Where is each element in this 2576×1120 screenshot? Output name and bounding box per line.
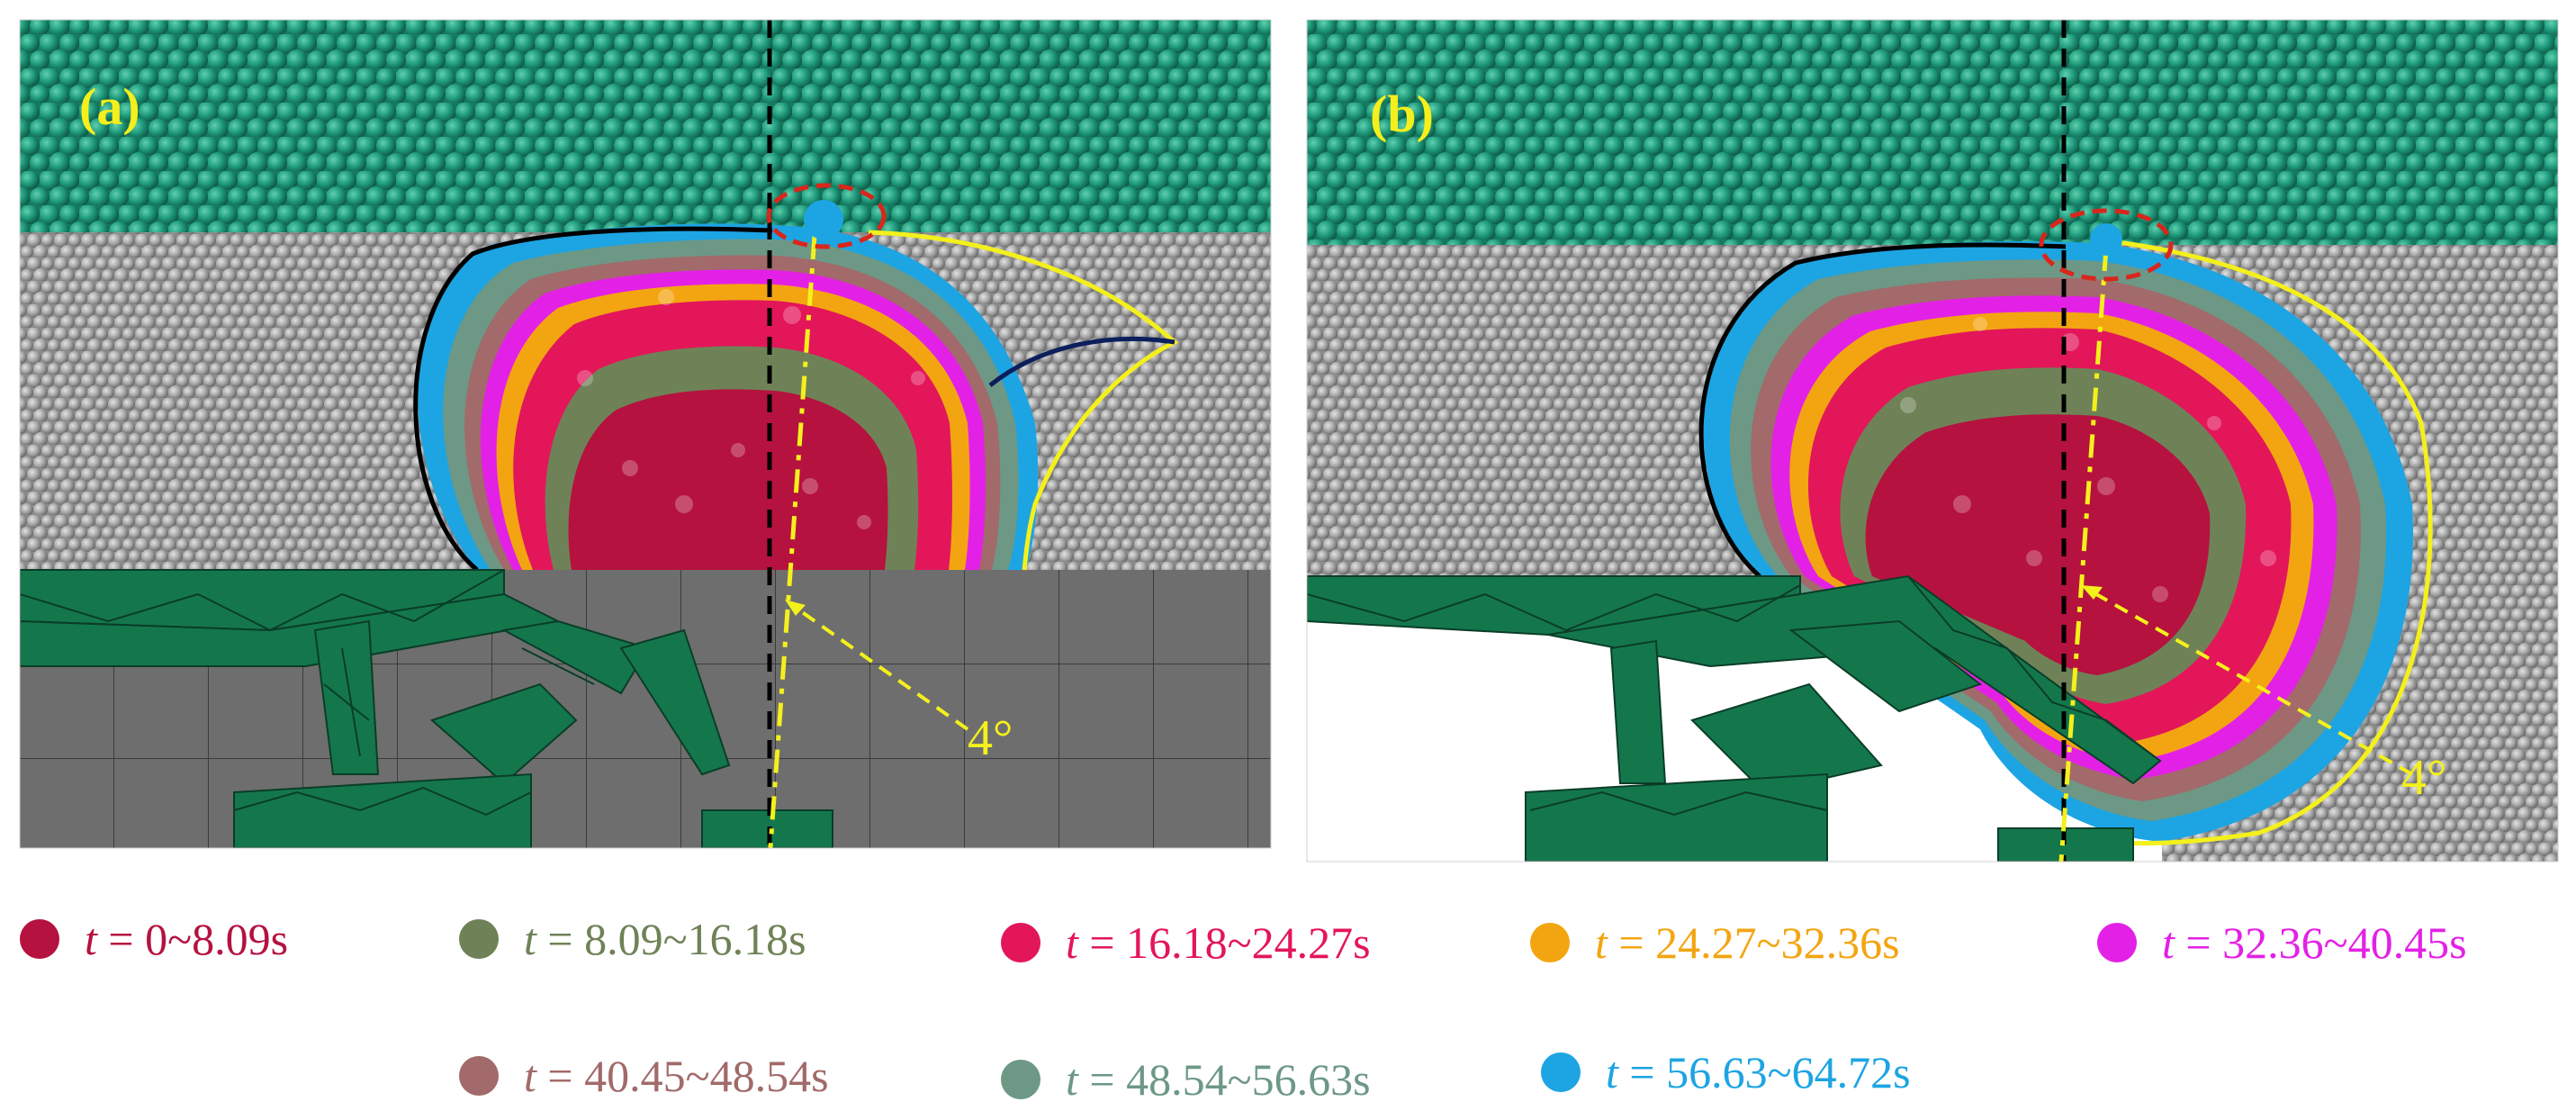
legend-label-7: t = 56.63~64.72s bbox=[1606, 1050, 1911, 1095]
initial-boundary-black-a bbox=[413, 226, 773, 572]
legend-var-3: t bbox=[1595, 917, 1608, 968]
legend-range-6: = 48.54~56.63s bbox=[1077, 1054, 1371, 1105]
legend-var-6: t bbox=[1066, 1054, 1078, 1105]
angle-arrowhead-a bbox=[785, 600, 806, 616]
legend-item-6: t = 48.54~56.63s bbox=[1001, 1048, 1371, 1111]
legend-var-1: t bbox=[524, 914, 536, 964]
legend-var-0: t bbox=[85, 914, 97, 964]
axis-line-b bbox=[2058, 247, 2109, 862]
boundary-connector-a bbox=[988, 337, 1175, 387]
legend-dot-3 bbox=[1530, 923, 1570, 962]
legend-dot-7 bbox=[1541, 1052, 1581, 1092]
panel-a: 4° (a) bbox=[20, 20, 1271, 848]
legend-range-0: = 0~8.09s bbox=[96, 914, 289, 964]
angle-arrowhead-b bbox=[2081, 585, 2103, 600]
legend-label-1: t = 8.09~16.18s bbox=[524, 917, 806, 962]
legend-range-1: = 8.09~16.18s bbox=[536, 914, 806, 964]
panel-label-b: (b) bbox=[1370, 85, 1434, 143]
angle-leader-a bbox=[790, 603, 969, 731]
legend-dot-1 bbox=[459, 919, 499, 959]
legend-dot-2 bbox=[1001, 923, 1040, 962]
legend-dot-4 bbox=[2097, 923, 2137, 962]
panel-a-frame bbox=[19, 19, 1272, 849]
legend-dot-0 bbox=[20, 919, 59, 959]
legend-label-5: t = 40.45~48.54s bbox=[524, 1053, 829, 1098]
angle-label-b: 4° bbox=[2401, 750, 2446, 806]
support-mesh-b bbox=[1307, 575, 2161, 817]
legend-item-2: t = 16.18~24.27s bbox=[1001, 911, 1371, 974]
legend-var-5: t bbox=[524, 1051, 536, 1101]
marker-ellipse-a bbox=[766, 183, 887, 249]
support-structure-b bbox=[1307, 574, 2162, 862]
legend-item-1: t = 8.09~16.18s bbox=[459, 908, 806, 971]
legend-item-7: t = 56.63~64.72s bbox=[1541, 1041, 1911, 1104]
legend-dot-6 bbox=[1001, 1060, 1040, 1099]
marker-ellipse-b bbox=[2039, 208, 2174, 282]
panel-label-a: (a) bbox=[79, 77, 140, 136]
overburden-layer bbox=[1307, 20, 2558, 249]
initial-boundary-black-b bbox=[1698, 242, 2067, 578]
final-boundary-yellow-b bbox=[2105, 239, 2433, 846]
legend-range-2: = 16.18~24.27s bbox=[1077, 917, 1371, 968]
angle-label-a: 4° bbox=[968, 710, 1013, 766]
legend-var-7: t bbox=[1606, 1047, 1618, 1097]
legend-item-4: t = 32.36~40.45s bbox=[2097, 911, 2467, 974]
panel-b: 4° (b) bbox=[1307, 20, 2558, 862]
legend-label-4: t = 32.36~40.45s bbox=[2162, 920, 2467, 965]
legend-label-2: t = 16.18~24.27s bbox=[1066, 920, 1371, 965]
legend-range-7: = 56.63~64.72s bbox=[1617, 1047, 1911, 1097]
particle-texture-a bbox=[577, 289, 925, 529]
axis-line-a bbox=[768, 235, 817, 848]
panel-b-frame bbox=[1306, 19, 2559, 863]
top-particles-b bbox=[2090, 223, 2122, 256]
draw-zone-a bbox=[418, 223, 1039, 570]
legend-dot-5 bbox=[459, 1056, 499, 1096]
legend-item-5: t = 40.45~48.54s bbox=[459, 1044, 829, 1107]
draw-zone-b bbox=[1703, 241, 2414, 842]
legend-range-3: = 24.27~32.36s bbox=[1607, 917, 1900, 968]
legend-item-3: t = 24.27~32.36s bbox=[1530, 911, 1900, 974]
legend-var-4: t bbox=[2162, 917, 2175, 968]
support-structure-a bbox=[20, 569, 833, 848]
legend-label-6: t = 48.54~56.63s bbox=[1066, 1057, 1371, 1102]
legend-var-2: t bbox=[1066, 917, 1078, 968]
top-particles-a bbox=[804, 200, 843, 239]
legend-item-0: t = 0~8.09s bbox=[20, 908, 288, 971]
final-boundary-yellow-a bbox=[868, 230, 1179, 571]
legend-label-3: t = 24.27~32.36s bbox=[1595, 920, 1900, 965]
legend-range-4: = 32.36~40.45s bbox=[2174, 917, 2467, 968]
legend-label-0: t = 0~8.09s bbox=[85, 917, 288, 962]
support-mesh-a bbox=[20, 569, 595, 817]
overburden-layer bbox=[20, 20, 1271, 236]
angle-leader-b bbox=[2089, 589, 2413, 776]
legend-range-5: = 40.45~48.54s bbox=[536, 1051, 829, 1101]
